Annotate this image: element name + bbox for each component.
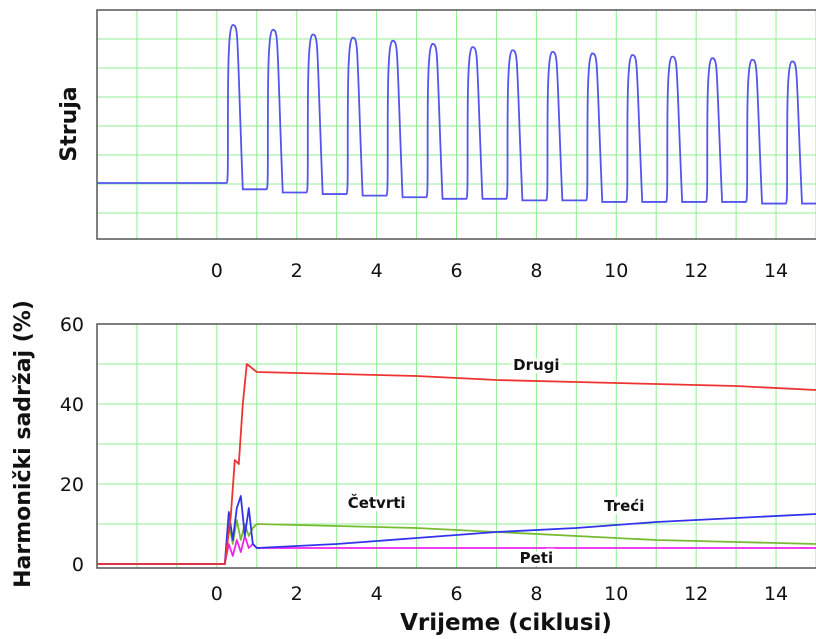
current-y-label: Struja — [57, 86, 82, 161]
harmonics-x-ticks: 0 2 4 6 8 10 12 14 — [211, 583, 788, 605]
harmonics-y-tick-label: 20 — [60, 474, 84, 496]
current-x-tick-label: 0 — [211, 260, 223, 282]
current-grid — [96, 10, 816, 239]
harmonics-x-tick-label: 6 — [450, 583, 462, 605]
harmonics-grid — [96, 324, 816, 568]
harmonics-y-tick-label: 0 — [72, 554, 84, 576]
current-x-ticks: 0 2 4 6 8 10 12 14 — [211, 260, 788, 282]
time-x-label: Vrijeme (ciklusi) — [400, 610, 612, 636]
harmonics-y-label: Harmonički sadržaj (%) — [11, 300, 36, 588]
current-x-tick-label: 6 — [450, 260, 462, 282]
current-panel-frame — [96, 9, 816, 240]
harmonic-series-line — [97, 363, 816, 565]
harmonics-y-tick-label: 60 — [60, 314, 84, 336]
current-x-tick-label: 4 — [371, 260, 383, 282]
harmonics-panel-frame — [96, 323, 816, 569]
harmonic-series-line — [97, 519, 816, 565]
harmonics-y-tick-label: 40 — [60, 394, 84, 416]
current-x-tick-label: 12 — [684, 260, 708, 282]
harmonics-x-tick-label: 8 — [530, 583, 542, 605]
harmonics-x-tick-label: 0 — [211, 583, 223, 605]
current-panel: 0 2 4 6 8 10 12 14 Struja — [57, 9, 816, 282]
series-label: Treći — [604, 497, 644, 515]
series-label: Četvrti — [348, 493, 406, 512]
harmonics-x-tick-label: 2 — [291, 583, 303, 605]
current-x-tick-label: 8 — [530, 260, 542, 282]
harmonics-x-tick-label: 14 — [764, 583, 788, 605]
harmonics-series-lines — [97, 363, 816, 565]
harmonics-x-tick-label: 4 — [371, 583, 383, 605]
series-label: Peti — [520, 549, 553, 567]
harmonics-panel: Drugi Treći Četvrti Peti 0 2 4 6 8 10 12 14 0 20 40 6… — [11, 300, 816, 636]
current-series-line — [97, 24, 816, 205]
harmonic-series-line — [97, 495, 816, 565]
current-x-tick-label: 14 — [764, 260, 788, 282]
series-label: Drugi — [513, 356, 559, 374]
current-x-tick-label: 10 — [604, 260, 628, 282]
current-x-tick-label: 2 — [291, 260, 303, 282]
harmonics-y-ticks: 0 20 40 60 — [60, 314, 84, 576]
harmonics-x-tick-label: 10 — [604, 583, 628, 605]
harmonics-series-labels: Drugi Treći Četvrti Peti — [345, 353, 648, 570]
harmonics-x-tick-label: 12 — [684, 583, 708, 605]
